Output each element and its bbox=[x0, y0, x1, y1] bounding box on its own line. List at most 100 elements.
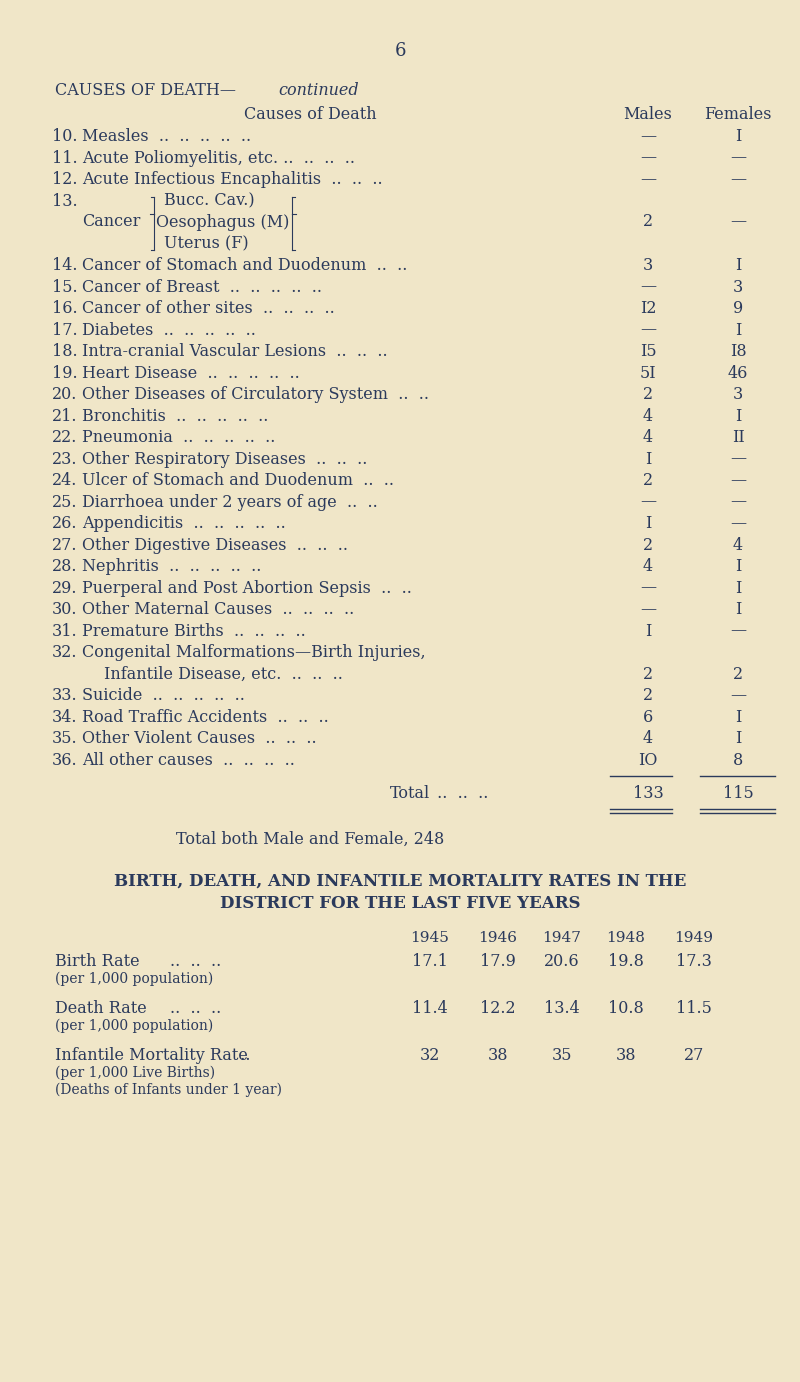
Text: Road Traffic Accidents  ..  ..  ..: Road Traffic Accidents .. .. .. bbox=[82, 709, 329, 726]
Text: 4: 4 bbox=[733, 536, 743, 554]
Text: —: — bbox=[730, 171, 746, 188]
Text: 4: 4 bbox=[643, 730, 653, 748]
Text: Other Violent Causes  ..  ..  ..: Other Violent Causes .. .. .. bbox=[82, 730, 317, 748]
Text: —: — bbox=[640, 149, 656, 166]
Text: ..  ..  ..: .. .. .. bbox=[170, 999, 222, 1017]
Text: 24.: 24. bbox=[52, 473, 78, 489]
Text: 20.6: 20.6 bbox=[544, 952, 580, 970]
Text: I: I bbox=[645, 451, 651, 467]
Text: 10.: 10. bbox=[52, 129, 78, 145]
Text: Appendicitis  ..  ..  ..  ..  ..: Appendicitis .. .. .. .. .. bbox=[82, 515, 286, 532]
Text: Premature Births  ..  ..  ..  ..: Premature Births .. .. .. .. bbox=[82, 622, 306, 640]
Text: 25.: 25. bbox=[52, 493, 78, 510]
Text: Bronchitis  ..  ..  ..  ..  ..: Bronchitis .. .. .. .. .. bbox=[82, 408, 268, 424]
Text: —: — bbox=[730, 687, 746, 703]
Text: 11.5: 11.5 bbox=[676, 999, 712, 1017]
Text: 32.: 32. bbox=[52, 644, 78, 661]
Text: Death Rate: Death Rate bbox=[55, 999, 146, 1017]
Text: (per 1,000 population): (per 1,000 population) bbox=[55, 1019, 214, 1032]
Text: 19.8: 19.8 bbox=[608, 952, 644, 970]
Text: —: — bbox=[730, 451, 746, 467]
Text: —: — bbox=[640, 601, 656, 618]
Text: I: I bbox=[735, 730, 741, 748]
Text: 115: 115 bbox=[722, 785, 754, 802]
Text: —: — bbox=[640, 322, 656, 339]
Text: 17.: 17. bbox=[52, 322, 78, 339]
Text: 35: 35 bbox=[552, 1046, 572, 1064]
Text: (Deaths of Infants under 1 year): (Deaths of Infants under 1 year) bbox=[55, 1082, 282, 1097]
Text: 38: 38 bbox=[616, 1046, 636, 1064]
Text: 8: 8 bbox=[733, 752, 743, 768]
Text: 4: 4 bbox=[643, 408, 653, 424]
Text: 2: 2 bbox=[643, 666, 653, 683]
Text: BIRTH, DEATH, AND INFANTILE MORTALITY RATES IN THE: BIRTH, DEATH, AND INFANTILE MORTALITY RA… bbox=[114, 872, 686, 890]
Text: 28.: 28. bbox=[52, 558, 78, 575]
Text: 2: 2 bbox=[733, 666, 743, 683]
Text: 2: 2 bbox=[643, 473, 653, 489]
Text: Males: Males bbox=[623, 106, 673, 123]
Text: ..  ..  ..: .. .. .. bbox=[170, 952, 222, 970]
Text: Total: Total bbox=[390, 785, 430, 802]
Text: 21.: 21. bbox=[52, 408, 78, 424]
Text: Acute Infectious Encaphalitis  ..  ..  ..: Acute Infectious Encaphalitis .. .. .. bbox=[82, 171, 382, 188]
Text: 27: 27 bbox=[684, 1046, 704, 1064]
Text: Birth Rate: Birth Rate bbox=[55, 952, 140, 970]
Text: I: I bbox=[735, 709, 741, 726]
Text: I5: I5 bbox=[640, 343, 656, 359]
Text: 36.: 36. bbox=[52, 752, 78, 768]
Text: I: I bbox=[735, 257, 741, 274]
Text: Cancer of other sites  ..  ..  ..  ..: Cancer of other sites .. .. .. .. bbox=[82, 300, 334, 316]
Text: 12.2: 12.2 bbox=[480, 999, 516, 1017]
Text: —: — bbox=[730, 149, 746, 166]
Text: —: — bbox=[730, 213, 746, 229]
Text: I8: I8 bbox=[730, 343, 746, 359]
Text: 27.: 27. bbox=[52, 536, 78, 554]
Text: (per 1,000 Live Births): (per 1,000 Live Births) bbox=[55, 1066, 215, 1079]
Text: CAUSES OF DEATH—: CAUSES OF DEATH— bbox=[55, 82, 236, 100]
Text: 3: 3 bbox=[733, 386, 743, 404]
Text: Intra-cranial Vascular Lesions  ..  ..  ..: Intra-cranial Vascular Lesions .. .. .. bbox=[82, 343, 388, 359]
Text: —: — bbox=[640, 493, 656, 510]
Text: 17.3: 17.3 bbox=[676, 952, 712, 970]
Text: Nephritis  ..  ..  ..  ..  ..: Nephritis .. .. .. .. .. bbox=[82, 558, 262, 575]
Text: 13.4: 13.4 bbox=[544, 999, 580, 1017]
Text: Other Maternal Causes  ..  ..  ..  ..: Other Maternal Causes .. .. .. .. bbox=[82, 601, 354, 618]
Text: 31.: 31. bbox=[52, 622, 78, 640]
Text: 18.: 18. bbox=[52, 343, 78, 359]
Text: 33.: 33. bbox=[52, 687, 78, 703]
Text: Bucc. Cav.): Bucc. Cav.) bbox=[164, 192, 254, 210]
Text: (per 1,000 population): (per 1,000 population) bbox=[55, 972, 214, 985]
Text: Puerperal and Post Abortion Sepsis  ..  ..: Puerperal and Post Abortion Sepsis .. .. bbox=[82, 579, 412, 597]
Text: I: I bbox=[645, 515, 651, 532]
Text: DISTRICT FOR THE LAST FIVE YEARS: DISTRICT FOR THE LAST FIVE YEARS bbox=[220, 894, 580, 912]
Text: 133: 133 bbox=[633, 785, 663, 802]
Text: Infantile Disease, etc.  ..  ..  ..: Infantile Disease, etc. .. .. .. bbox=[104, 666, 343, 683]
Text: 6: 6 bbox=[394, 41, 406, 59]
Text: Acute Poliomyelitis, etc. ..  ..  ..  ..: Acute Poliomyelitis, etc. .. .. .. .. bbox=[82, 149, 355, 166]
Text: Suicide  ..  ..  ..  ..  ..: Suicide .. .. .. .. .. bbox=[82, 687, 245, 703]
Text: I: I bbox=[735, 408, 741, 424]
Text: Diabetes  ..  ..  ..  ..  ..: Diabetes .. .. .. .. .. bbox=[82, 322, 256, 339]
Text: Pneumonia  ..  ..  ..  ..  ..: Pneumonia .. .. .. .. .. bbox=[82, 428, 275, 446]
Text: Uterus (F): Uterus (F) bbox=[164, 235, 249, 253]
Text: Cancer: Cancer bbox=[82, 213, 140, 229]
Text: 38: 38 bbox=[488, 1046, 508, 1064]
Text: —: — bbox=[730, 622, 746, 640]
Text: 16.: 16. bbox=[52, 300, 78, 316]
Text: 1949: 1949 bbox=[674, 930, 714, 944]
Text: —: — bbox=[730, 493, 746, 510]
Text: Heart Disease  ..  ..  ..  ..  ..: Heart Disease .. .. .. .. .. bbox=[82, 365, 300, 381]
Text: —: — bbox=[640, 129, 656, 145]
Text: 20.: 20. bbox=[52, 386, 78, 404]
Text: 2: 2 bbox=[643, 213, 653, 229]
Text: —: — bbox=[640, 579, 656, 597]
Text: 1945: 1945 bbox=[410, 930, 450, 944]
Text: 1948: 1948 bbox=[606, 930, 646, 944]
Text: 26.: 26. bbox=[52, 515, 78, 532]
Text: 32: 32 bbox=[420, 1046, 440, 1064]
Text: Other Respiratory Diseases  ..  ..  ..: Other Respiratory Diseases .. .. .. bbox=[82, 451, 367, 467]
Text: I: I bbox=[735, 322, 741, 339]
Text: 34.: 34. bbox=[52, 709, 78, 726]
Text: 6: 6 bbox=[643, 709, 653, 726]
Text: I: I bbox=[735, 579, 741, 597]
